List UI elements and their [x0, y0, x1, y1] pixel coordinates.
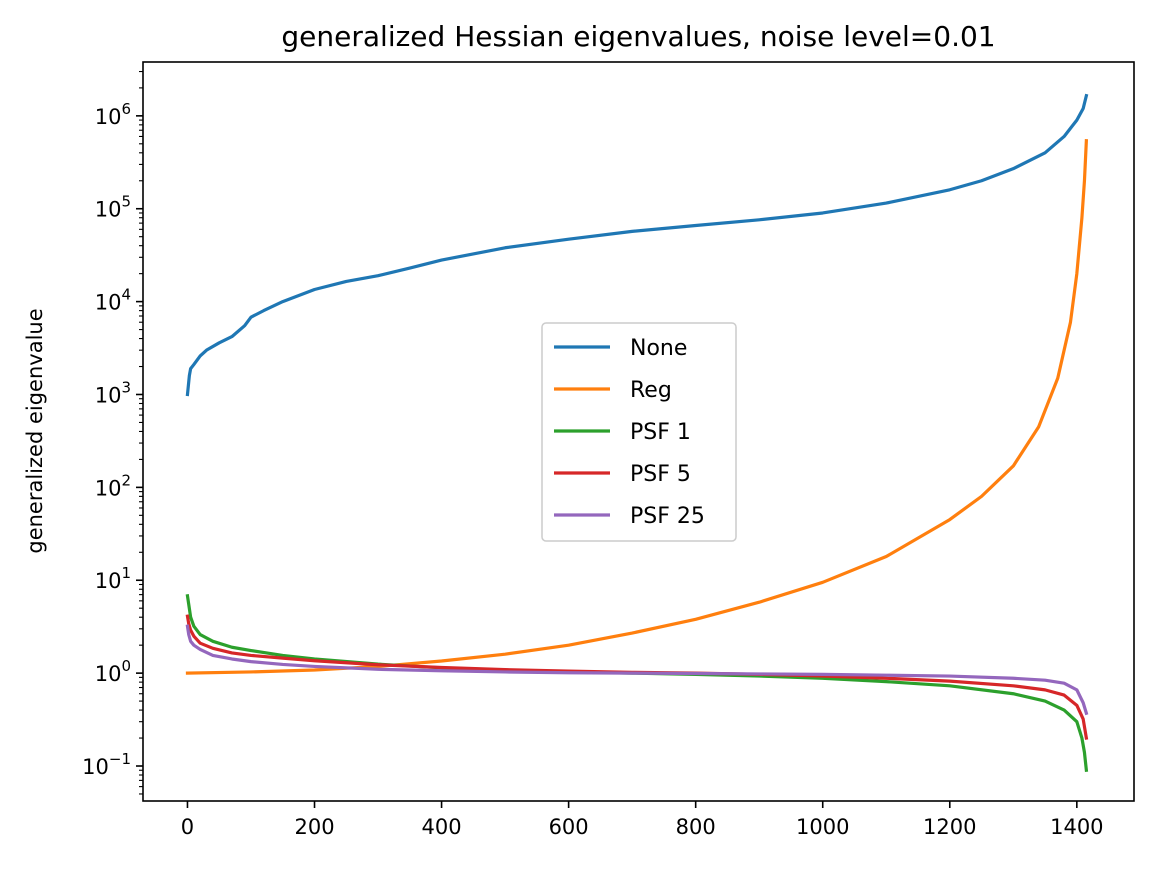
series-line-reg [185, 139, 1089, 675]
ticks-layer: 0 200 400 600 800 1000 1200 1400 10−1 100 101 102 10… [82, 70, 1104, 839]
x-tick-label: 1400 [1050, 815, 1103, 839]
y-tick-label: 100 [95, 657, 131, 686]
series-line-none [185, 93, 1089, 397]
y-tick-label: 105 [95, 193, 131, 222]
plot-frame [142, 61, 1135, 802]
legend-label: PSF 5 [630, 462, 691, 487]
x-tick-label: 1000 [796, 815, 849, 839]
x-tick-label: 600 [549, 815, 589, 839]
x-tick-label: 800 [676, 815, 716, 839]
y-tick-label: 104 [95, 286, 131, 315]
y-tick-label: 101 [95, 564, 131, 593]
y-tick-label: 103 [95, 378, 131, 407]
legend-label: Reg [630, 378, 672, 403]
legend-label: PSF 25 [630, 504, 705, 529]
y-tick-label: 106 [95, 100, 131, 129]
y-tick-label: 10−1 [82, 750, 131, 779]
x-tick-label: 400 [422, 815, 462, 839]
y-tick-label: 102 [95, 471, 131, 500]
chart-title: generalized Hessian eigenvalues, noise l… [281, 20, 995, 53]
x-tick-label: 200 [294, 815, 334, 839]
y-axis-label: generalized eigenvalue [23, 308, 47, 553]
series-line-psf-25 [185, 624, 1089, 716]
legend: None Reg PSF 1 PSF 5 PSF 25 [541, 322, 737, 542]
x-tick-label: 1200 [923, 815, 976, 839]
legend-label: PSF 1 [630, 420, 691, 445]
series-layer [185, 93, 1089, 773]
x-tick-label: 0 [181, 815, 194, 839]
series-line-psf-5 [185, 614, 1089, 740]
legend-box [541, 322, 737, 542]
legend-label: None [630, 336, 687, 361]
